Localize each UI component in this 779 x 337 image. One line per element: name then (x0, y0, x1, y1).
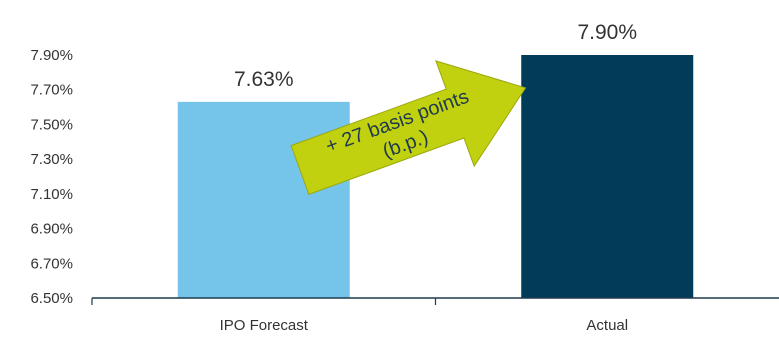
y-tick-label: 6.90% (30, 221, 73, 238)
data-labels: 7.63% 7.90% (234, 21, 637, 91)
arrow-shape (290, 60, 527, 196)
category-label: IPO Forecast (220, 317, 309, 334)
bar-actual (521, 55, 694, 298)
y-tick-label: 7.30% (30, 151, 73, 168)
y-tick-label: 6.50% (30, 290, 73, 307)
y-tick-label: 7.10% (30, 186, 73, 203)
x-axis-ticks (91, 298, 437, 305)
data-label: 7.90% (577, 21, 637, 44)
bar-ipo-forecast (177, 101, 350, 298)
y-axis-ticks: 6.50% 6.70% 6.90% 7.10% 7.30% 7.50% 7.70% 7.90% (30, 47, 73, 307)
y-tick-label: 7.90% (30, 47, 73, 64)
category-labels: IPO Forecast Actual (220, 317, 629, 334)
bars (177, 55, 694, 298)
y-tick-label: 7.50% (30, 116, 73, 133)
category-label: Actual (586, 317, 628, 334)
y-tick-label: 6.70% (30, 255, 73, 272)
y-tick-label: 7.70% (30, 82, 73, 99)
data-label: 7.63% (234, 68, 294, 91)
